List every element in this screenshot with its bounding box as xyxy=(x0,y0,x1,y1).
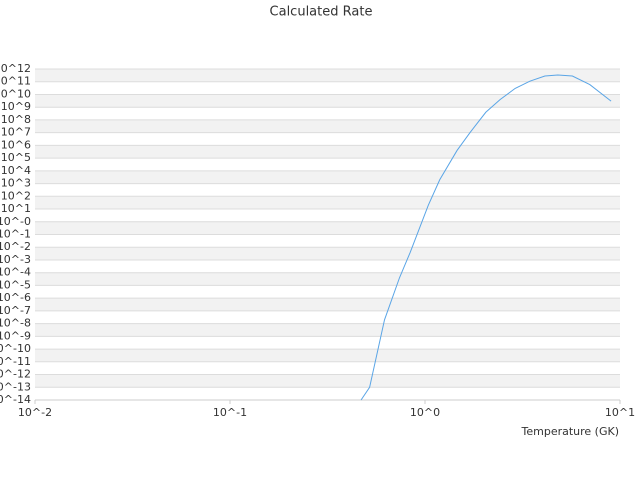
x-tick-label: 10^0 xyxy=(410,406,440,419)
y-tick-label: 10^-12 xyxy=(0,368,31,381)
x-tick-label: 10^-2 xyxy=(18,406,52,419)
y-tick-label: 10^11 xyxy=(0,75,31,88)
y-tick-label: 10^8 xyxy=(1,113,31,126)
grid-band xyxy=(35,298,620,311)
grid-band xyxy=(35,94,620,108)
grid-band xyxy=(35,69,620,82)
y-tick-label: 10^-2 xyxy=(0,240,31,253)
y-tick-label: 10^4 xyxy=(1,164,31,177)
grid-band xyxy=(35,374,620,388)
y-tick-label: 10^-14 xyxy=(0,393,31,406)
chart-title: Calculated Rate xyxy=(270,5,373,20)
grid-band xyxy=(35,221,620,235)
y-tick-label: 10^-8 xyxy=(0,317,31,330)
y-tick-label: 10^1 xyxy=(1,202,31,215)
y-tick-label: 10^5 xyxy=(1,151,31,164)
grid-band xyxy=(35,272,620,286)
grid-band xyxy=(35,145,620,159)
y-tick-label: 10^-11 xyxy=(0,355,31,368)
y-tick-label: 10^-13 xyxy=(0,380,31,393)
grid-band xyxy=(35,323,620,337)
y-tick-label: 10^-4 xyxy=(0,266,31,279)
y-tick-label: 10^6 xyxy=(1,138,31,151)
y-tick-label: 10^-9 xyxy=(0,329,31,342)
y-tick-label: 10^-5 xyxy=(0,278,31,291)
y-tick-label: 10^10 xyxy=(0,87,31,100)
x-tick-label: 10^-1 xyxy=(213,406,247,419)
y-tick-label: 10^-10 xyxy=(0,342,31,355)
y-tick-label: 10^12 xyxy=(0,62,31,75)
y-tick-label: 10^3 xyxy=(1,177,31,190)
y-tick-label: 10^-0 xyxy=(0,215,31,228)
grid-band xyxy=(35,170,620,184)
y-tick-label: 10^-3 xyxy=(0,253,31,266)
y-tick-label: 10^-1 xyxy=(0,228,31,241)
y-tick-label: 10^9 xyxy=(1,100,31,113)
y-tick-label: 10^2 xyxy=(1,189,31,202)
y-tick-label: 10^7 xyxy=(1,126,31,139)
x-tick-label: 10^1 xyxy=(605,406,635,419)
series-line xyxy=(360,74,612,401)
y-tick-label: 10^-6 xyxy=(0,291,31,304)
grid-band xyxy=(35,349,620,362)
grid-band xyxy=(35,247,620,260)
grid-band xyxy=(35,196,620,210)
y-tick-label: 10^-7 xyxy=(0,304,31,317)
x-axis-label: Temperature (GK) xyxy=(521,425,620,438)
grid-band xyxy=(35,119,620,133)
